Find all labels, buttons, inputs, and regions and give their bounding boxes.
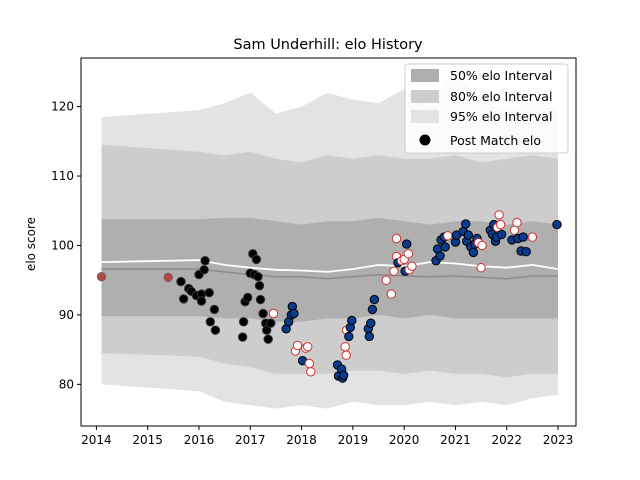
legend-label-points: Post Match elo bbox=[450, 133, 541, 148]
data-point bbox=[200, 256, 210, 266]
y-tick-label: 110 bbox=[51, 169, 74, 183]
data-point bbox=[196, 296, 207, 306]
data-point bbox=[266, 318, 276, 328]
data-point bbox=[258, 308, 268, 319]
data-point bbox=[344, 331, 354, 342]
plot-frame bbox=[80, 57, 577, 427]
data-point bbox=[304, 358, 314, 369]
y-tick-label: 90 bbox=[59, 308, 74, 322]
data-point bbox=[386, 289, 396, 299]
summary-lines bbox=[101, 259, 559, 280]
data-point bbox=[205, 317, 216, 327]
data-point bbox=[254, 281, 265, 291]
data-point bbox=[163, 272, 173, 283]
data-point bbox=[461, 219, 471, 229]
y-tick-label: 100 bbox=[51, 238, 74, 252]
data-point bbox=[262, 325, 272, 335]
x-tick-label: 2020 bbox=[389, 433, 420, 447]
data-point bbox=[347, 315, 357, 326]
data-point bbox=[518, 232, 528, 242]
data-point bbox=[391, 233, 402, 244]
legend-box bbox=[404, 63, 569, 154]
data-point bbox=[289, 308, 299, 319]
data-point bbox=[178, 294, 189, 304]
data-point bbox=[381, 275, 391, 285]
data-point bbox=[476, 263, 486, 273]
chart-title: Sam Underhill: elo History bbox=[233, 37, 423, 53]
mean-line bbox=[101, 259, 559, 273]
y-tick-label: 80 bbox=[59, 377, 74, 391]
data-point bbox=[292, 340, 303, 351]
x-tick-label: 2016 bbox=[184, 433, 215, 447]
legend-swatch-95 bbox=[411, 110, 439, 123]
data-point bbox=[367, 304, 378, 315]
x-tick-label: 2014 bbox=[81, 433, 112, 447]
post-match-points bbox=[96, 210, 562, 383]
data-point bbox=[306, 367, 316, 377]
data-point bbox=[494, 210, 504, 220]
data-point bbox=[389, 266, 399, 276]
data-point bbox=[255, 294, 266, 305]
legend-swatch-80 bbox=[411, 90, 439, 103]
data-point bbox=[238, 317, 249, 327]
data-point bbox=[369, 294, 380, 305]
data-point bbox=[403, 249, 413, 259]
data-point bbox=[237, 332, 248, 342]
data-point bbox=[253, 272, 263, 282]
data-point bbox=[552, 219, 562, 230]
data-point bbox=[204, 288, 214, 298]
y-axis: 80 90 100 110 120 bbox=[51, 100, 81, 391]
y-tick-label: 120 bbox=[51, 100, 74, 114]
legend-label-50: 50% elo Interval bbox=[450, 68, 552, 83]
data-point bbox=[338, 370, 349, 380]
data-point bbox=[243, 292, 253, 303]
data-point bbox=[364, 331, 374, 342]
x-tick-label: 2022 bbox=[491, 433, 522, 447]
legend-label-95: 95% elo Interval bbox=[450, 109, 552, 124]
data-point bbox=[463, 230, 473, 240]
x-tick-label: 2017 bbox=[235, 433, 266, 447]
data-point bbox=[209, 304, 220, 315]
legend-label-80: 80% elo Interval bbox=[450, 89, 552, 104]
data-point bbox=[303, 342, 313, 352]
data-point bbox=[468, 247, 479, 258]
data-point bbox=[521, 247, 531, 257]
x-tick-label: 2018 bbox=[286, 433, 317, 447]
y-axis-label: elo score bbox=[24, 217, 38, 271]
x-tick-label: 2021 bbox=[440, 433, 471, 447]
data-point bbox=[443, 231, 453, 241]
data-point bbox=[199, 265, 209, 275]
legend-marker-points bbox=[419, 134, 431, 146]
data-point bbox=[402, 239, 412, 249]
data-point bbox=[477, 240, 487, 251]
data-point bbox=[251, 254, 262, 265]
data-point bbox=[435, 251, 445, 261]
data-point bbox=[512, 217, 522, 228]
x-tick-label: 2019 bbox=[338, 433, 369, 447]
median-line bbox=[101, 268, 558, 280]
data-point bbox=[263, 334, 273, 344]
x-tick-label: 2023 bbox=[543, 433, 574, 447]
interval-bands bbox=[101, 71, 558, 409]
data-point bbox=[440, 242, 450, 252]
data-point bbox=[496, 229, 507, 240]
data-point bbox=[495, 219, 506, 230]
data-point bbox=[340, 342, 350, 352]
data-point bbox=[407, 261, 417, 271]
data-point bbox=[96, 272, 107, 282]
x-axis: 2014 2015 2016 2017 2018 2019 2020 2021 2022 2023 bbox=[81, 426, 573, 447]
legend: 50% elo Interval 80% elo Interval 95% el… bbox=[404, 63, 569, 154]
data-point bbox=[366, 318, 376, 328]
legend-swatch-50 bbox=[411, 69, 439, 82]
data-point bbox=[176, 276, 186, 287]
data-point bbox=[341, 350, 351, 360]
data-point bbox=[210, 325, 221, 335]
data-point bbox=[268, 308, 279, 319]
data-point bbox=[527, 232, 538, 242]
x-tick-label: 2015 bbox=[132, 433, 163, 447]
